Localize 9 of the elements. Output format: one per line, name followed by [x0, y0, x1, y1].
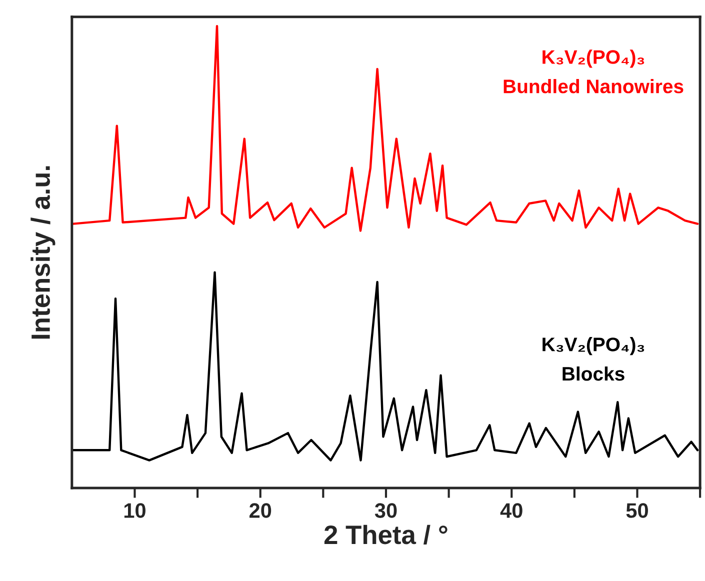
- text: K₃V₂(PO₄)₃ Bundled Nanowires: [504, 50, 684, 94]
- y-axis-title: Intensity / a.u.: [30, 166, 56, 339]
- series-label: K₃V₂(PO₄)₃ Blocks: [542, 337, 644, 381]
- x-tick-label: 40: [500, 503, 522, 518]
- x-axis-title: 2 Theta / °: [324, 524, 448, 544]
- x-tick-label: 30: [374, 503, 397, 518]
- x-tick-label: 50: [626, 503, 648, 518]
- x-tick-label: 20: [249, 503, 272, 518]
- x-tick-label: 10: [124, 503, 146, 518]
